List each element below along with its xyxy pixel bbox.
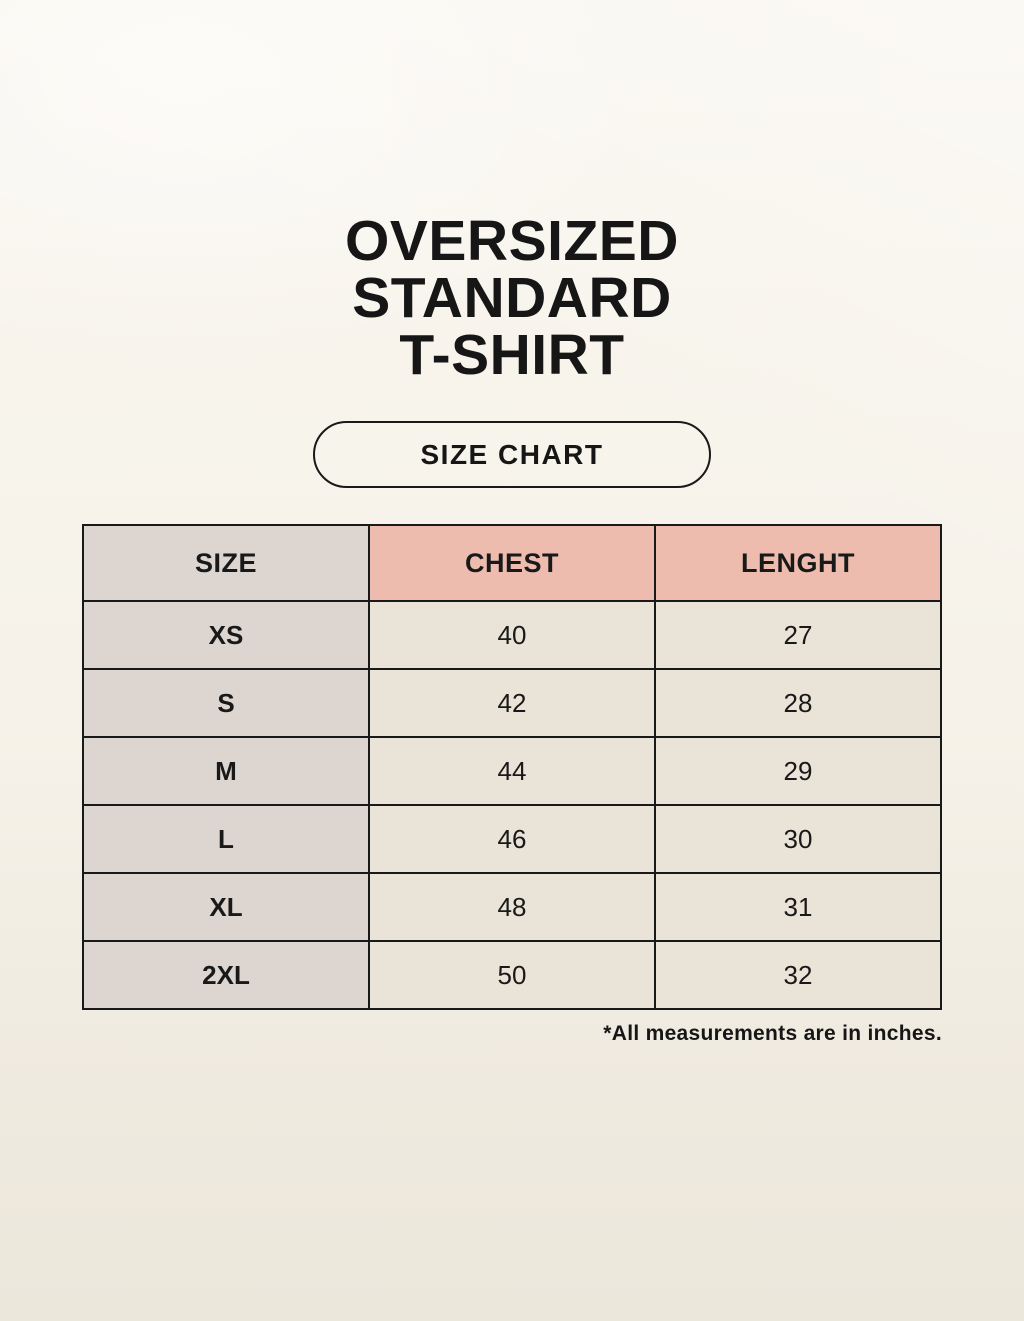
size-cell: M: [82, 736, 370, 806]
size-cell: XS: [82, 600, 370, 670]
chest-cell: 48: [368, 872, 656, 942]
lenght-cell: 30: [654, 804, 942, 874]
lenght-cell: 28: [654, 668, 942, 738]
column-header-chest: CHEST: [368, 524, 656, 602]
column-header-size: SIZE: [82, 524, 370, 602]
chest-cell: 40: [368, 600, 656, 670]
page-title-line-3: T-SHIRT: [399, 323, 625, 387]
lenght-cell: 31: [654, 872, 942, 942]
size-cell: 2XL: [82, 940, 370, 1010]
size-chart-table: SIZE CHEST LENGHT XS 40 27 S 42 28 M 44 …: [82, 524, 942, 1010]
lenght-cell: 27: [654, 600, 942, 670]
lenght-cell: 32: [654, 940, 942, 1010]
page-title-line-2: STANDARD: [352, 266, 672, 330]
table-row: L 46 30: [82, 804, 942, 874]
chest-cell: 44: [368, 736, 656, 806]
size-chart-pill-label: SIZE CHART: [420, 438, 604, 470]
table-row: XS 40 27: [82, 600, 942, 670]
size-chart-pill: SIZE CHART: [313, 421, 711, 488]
table-header-row: SIZE CHEST LENGHT: [82, 524, 942, 602]
page-title: OVERSIZED STANDARD T-SHIRT: [0, 213, 1024, 384]
table-row: 2XL 50 32: [82, 940, 942, 1010]
measurements-footnote: *All measurements are in inches.: [603, 1022, 942, 1045]
table-row: XL 48 31: [82, 872, 942, 942]
chest-cell: 42: [368, 668, 656, 738]
size-cell: S: [82, 668, 370, 738]
size-cell: XL: [82, 872, 370, 942]
lenght-cell: 29: [654, 736, 942, 806]
table-row: M 44 29: [82, 736, 942, 806]
chest-cell: 50: [368, 940, 656, 1010]
page-title-line-1: OVERSIZED: [345, 209, 679, 273]
column-header-lenght: LENGHT: [654, 524, 942, 602]
chest-cell: 46: [368, 804, 656, 874]
size-cell: L: [82, 804, 370, 874]
table-row: S 42 28: [82, 668, 942, 738]
